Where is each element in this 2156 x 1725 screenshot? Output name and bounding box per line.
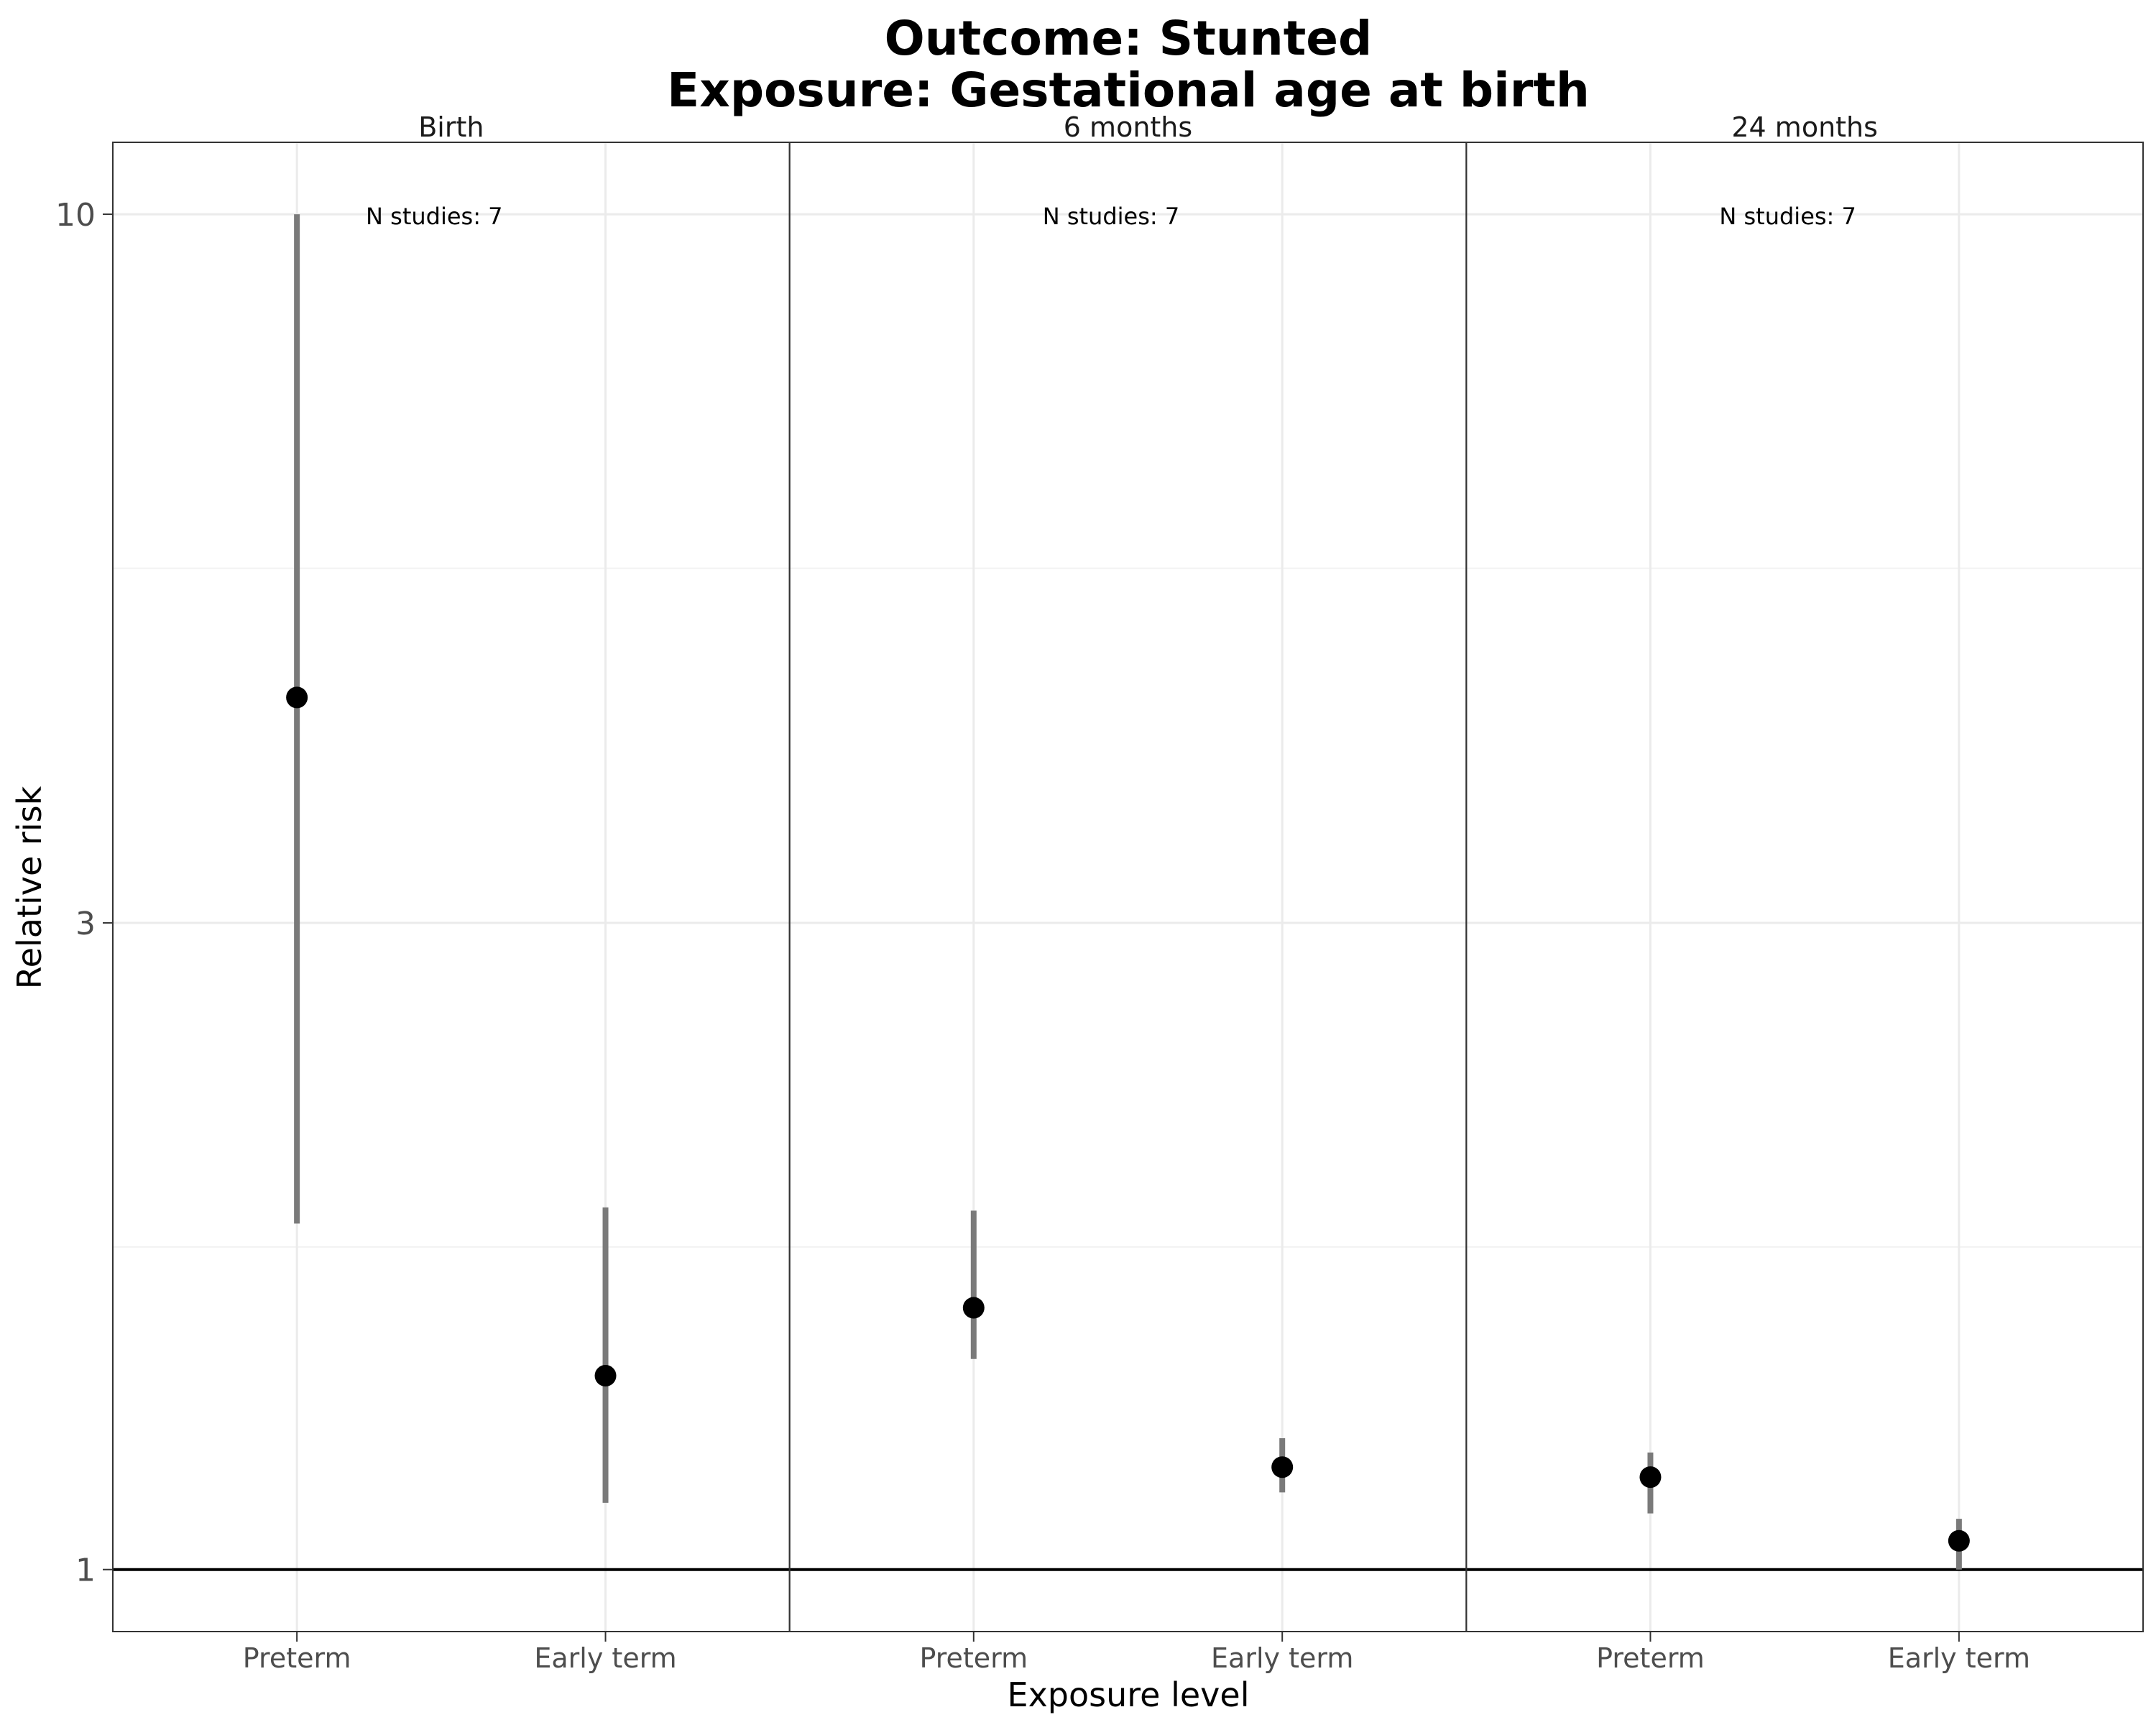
x-tick-label: Early term: [1211, 1642, 1353, 1674]
n-studies-label: N studies: 7: [1719, 203, 1856, 230]
point-estimate: [594, 1365, 617, 1387]
panel-border: [1465, 142, 2145, 1632]
x-tick-label: Preterm: [919, 1642, 1028, 1674]
x-tick-label: Preterm: [1596, 1642, 1705, 1674]
point-estimate: [1639, 1466, 1662, 1489]
point-estimate: [1271, 1456, 1294, 1478]
point-estimate: [962, 1297, 985, 1319]
chart-subtitle: Exposure: Gestational age at birth: [667, 63, 1590, 118]
x-tick-label: Preterm: [243, 1642, 351, 1674]
facet-label: 6 months: [1064, 111, 1192, 143]
panel-background: [1466, 142, 2143, 1632]
y-axis-label: Relative risk: [10, 786, 49, 989]
panel-background: [789, 142, 1467, 1632]
y-tick-label: 1: [75, 1552, 96, 1589]
n-studies-label: N studies: 7: [1043, 203, 1179, 230]
chart-title: Outcome: Stunted: [885, 11, 1373, 66]
plot-area: Birth N studies: 7 Preterm Early term 6 mont…: [55, 111, 2145, 1674]
facet-label: 24 months: [1731, 111, 1878, 143]
y-tick-label: 3: [75, 906, 96, 942]
x-tick-label: Early term: [1888, 1642, 2030, 1674]
y-tick-label: 10: [55, 197, 96, 234]
x-axis-label: Exposure level: [1008, 1675, 1250, 1714]
point-estimate: [286, 686, 308, 709]
point-estimate: [1948, 1530, 1970, 1552]
n-studies-label: N studies: 7: [366, 203, 502, 230]
panel-background: [113, 142, 790, 1632]
x-tick-label: Early term: [534, 1642, 676, 1674]
facet-label: Birth: [418, 111, 484, 143]
